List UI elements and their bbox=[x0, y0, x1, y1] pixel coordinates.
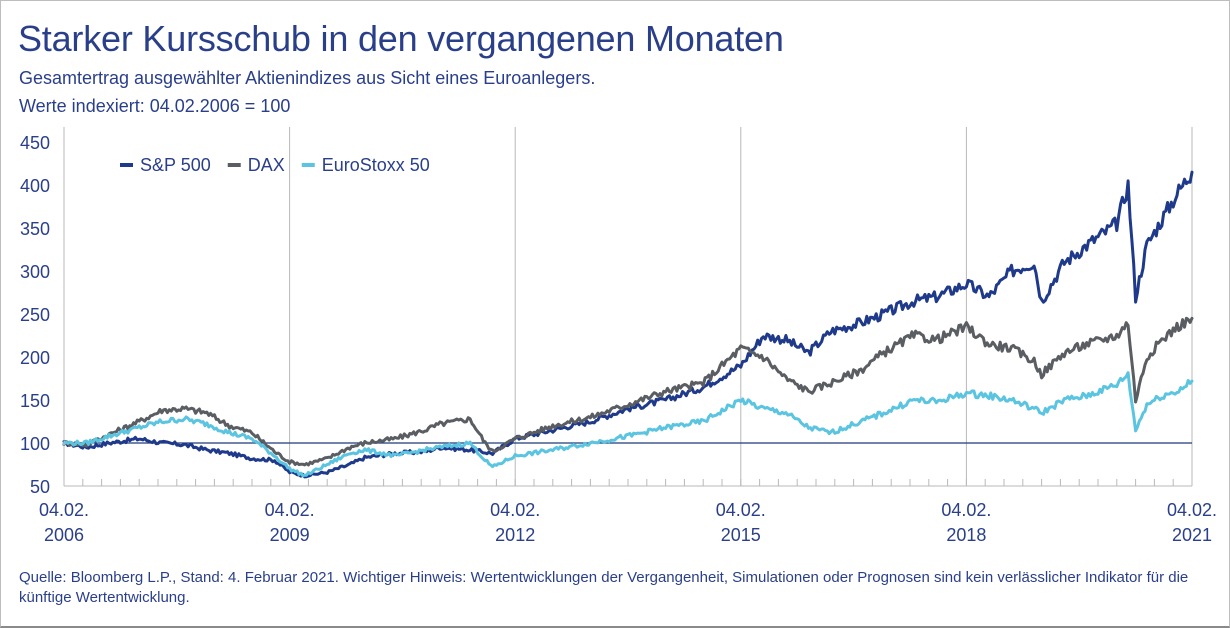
y-tick-label: 150 bbox=[20, 391, 50, 411]
y-tick-label: 100 bbox=[20, 434, 50, 454]
y-tick-label: 450 bbox=[20, 133, 50, 153]
axis-layer: 50 100 150 200 250 300 350 400 450 04.02. 2006 04.0… bbox=[20, 127, 1217, 545]
chart-title: Starker Kursschub in den vergangenen Mon… bbox=[18, 18, 784, 59]
y-tick-label: 200 bbox=[20, 348, 50, 368]
chart-subtitle: Gesamtertrag ausgewählter Aktienindizes … bbox=[19, 68, 596, 88]
series-line-s-p-500 bbox=[62, 170, 1194, 479]
y-tick-label: 250 bbox=[20, 305, 50, 325]
x-tick-label: 04.02. bbox=[490, 500, 540, 520]
series-layer bbox=[62, 170, 1194, 479]
legend-label: S&P 500 bbox=[140, 155, 211, 175]
legend-label: DAX bbox=[248, 155, 285, 175]
y-tick-label: 350 bbox=[20, 219, 50, 239]
x-tick-label-year: 2012 bbox=[495, 525, 535, 545]
legend: S&P 500 DAX EuroStoxx 50 bbox=[120, 155, 430, 175]
x-tick-label: 04.02. bbox=[1167, 500, 1217, 520]
series-line-dax bbox=[62, 316, 1194, 467]
x-tick-label-year: 2021 bbox=[1172, 525, 1212, 545]
x-tick-label: 04.02. bbox=[941, 500, 991, 520]
x-tick-label-year: 2009 bbox=[270, 525, 310, 545]
x-tick-label-year: 2015 bbox=[721, 525, 761, 545]
y-tick-label: 300 bbox=[20, 262, 50, 282]
x-tick-label-year: 2006 bbox=[44, 525, 84, 545]
grid-layer bbox=[64, 127, 1193, 486]
source-footnote: Quelle: Bloomberg L.P., Stand: 4. Februa… bbox=[19, 569, 1189, 606]
y-tick-label: 400 bbox=[20, 176, 50, 196]
x-tick-label-year: 2018 bbox=[946, 525, 986, 545]
x-tick-label: 04.02. bbox=[39, 500, 89, 520]
x-tick-label: 04.02. bbox=[265, 500, 315, 520]
y-tick-label: 50 bbox=[30, 477, 50, 497]
legend-label: EuroStoxx 50 bbox=[322, 155, 430, 175]
series-line-eurostoxx-50 bbox=[62, 371, 1194, 478]
x-tick-label: 04.02. bbox=[716, 500, 766, 520]
chart-index-note: Werte indexiert: 04.02.2006 = 100 bbox=[19, 96, 291, 116]
